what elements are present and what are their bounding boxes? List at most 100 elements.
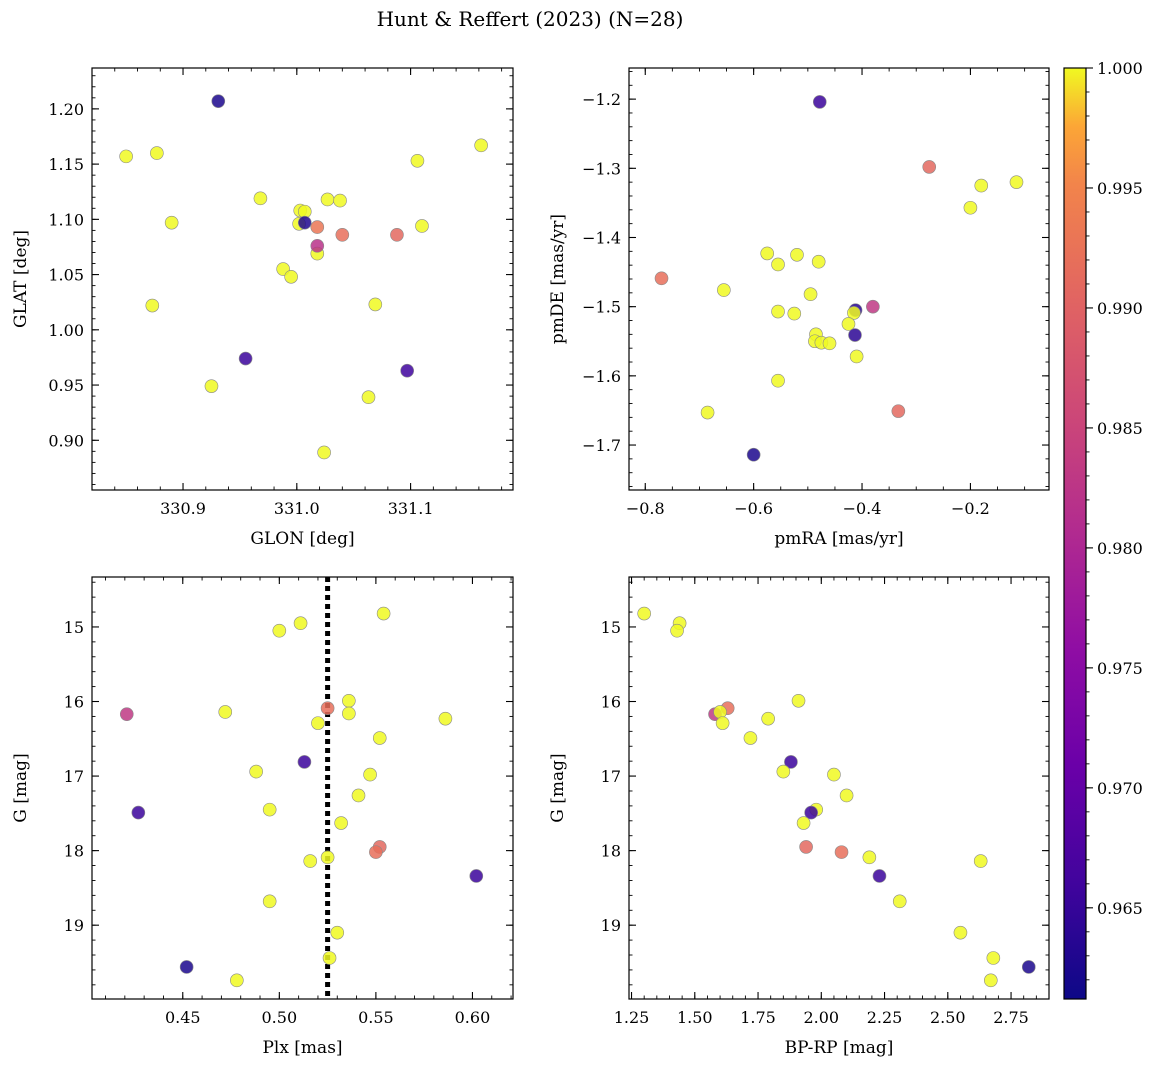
data-point (438, 711, 453, 726)
x-tick-label: −0.2 (951, 499, 990, 518)
x-tick-label: 331.0 (274, 499, 320, 518)
data-point (1009, 175, 1024, 189)
data-point (272, 623, 287, 638)
x-tick-label: 1.50 (677, 1008, 713, 1027)
data-point (410, 153, 425, 168)
data-point (204, 379, 219, 393)
x-tick-label: 2.25 (867, 1008, 903, 1027)
data-point (320, 701, 335, 716)
data-point (827, 767, 841, 782)
colorbar-tick-label: 0.965 (1097, 899, 1143, 918)
data-point (771, 257, 785, 272)
data-point (743, 731, 758, 745)
colorbar-tick-label: 1.000 (1097, 59, 1143, 78)
data-point (866, 299, 880, 314)
data-point (330, 925, 345, 940)
data-point (334, 816, 348, 830)
data-point (670, 623, 684, 638)
data-point (253, 191, 268, 206)
colorbar-frame (1063, 67, 1087, 1000)
data-point (262, 894, 277, 909)
data-point (974, 178, 989, 193)
data-point (804, 805, 818, 820)
data-point (791, 693, 806, 708)
data-point (342, 693, 356, 708)
y-axis-label: GLAT [deg] (11, 230, 31, 328)
x-axis-label: GLON [deg] (250, 529, 354, 549)
data-point (872, 869, 887, 883)
figure-title: Hunt & Reffert (2023) (N=28) (377, 7, 684, 31)
panel-cmd: 1.25 1.50 1.75 2.00 2.25 2.50 2.75 15 16 17 18 19 BP… (548, 576, 1050, 1058)
data-point (799, 840, 813, 854)
x-tick-label: 0.45 (165, 1008, 201, 1027)
y-tick-label: 0.90 (48, 431, 84, 450)
y-tick-label: 1.05 (48, 266, 84, 285)
x-tick-label: 2.75 (993, 1008, 1029, 1027)
panel-proper-motion: −0.8 −0.6 −0.4 −0.2 −1.7 −1.6 −1.5 −1.4 −1.3 −1.2… (548, 67, 1050, 549)
data-point (372, 731, 387, 745)
data-point (119, 707, 134, 721)
data-point (848, 328, 862, 342)
data-point (803, 287, 818, 302)
data-point (891, 404, 906, 418)
data-point (715, 716, 730, 730)
data-point (322, 951, 337, 965)
data-point (150, 146, 164, 160)
y-tick-label: −1.3 (582, 159, 621, 178)
data-point (361, 390, 376, 405)
y-tick-label: 0.95 (48, 376, 84, 395)
x-axis-label: BP-RP [mag] (785, 1038, 894, 1058)
y-tick-label: 1.15 (48, 155, 84, 174)
colorbar-tick-label: 0.985 (1097, 419, 1143, 438)
data-point (218, 705, 233, 719)
y-tick-label: 1.20 (48, 100, 84, 119)
x-tick-label: 1.25 (614, 1008, 650, 1027)
data-point (784, 755, 798, 769)
data-point (717, 283, 731, 297)
data-point (303, 854, 318, 868)
y-tick-label: 1.10 (48, 210, 84, 229)
y-tick-label: −1.6 (582, 367, 621, 386)
x-tick-label: −0.8 (626, 499, 665, 518)
data-point (297, 215, 312, 230)
data-point (637, 606, 651, 621)
data-point (284, 269, 298, 284)
y-tick-label: 18 (64, 842, 84, 861)
data-point (474, 138, 488, 153)
data-point (311, 716, 325, 730)
y-axis-label: pmDE [mas/yr] (548, 214, 568, 344)
data-point (700, 405, 715, 420)
data-point (771, 304, 785, 319)
data-point (761, 711, 775, 726)
data-point (145, 298, 160, 313)
x-tick-label: 330.9 (160, 499, 206, 518)
data-point (746, 447, 761, 462)
data-point (164, 215, 179, 230)
data-point (953, 925, 968, 940)
data-point (1021, 960, 1036, 974)
data-point (862, 850, 877, 865)
panel-plx-mag: 0.45 0.50 0.55 0.60 15 16 17 18 19 Plx [mas] G [ma… (11, 576, 514, 1058)
data-point (179, 960, 194, 974)
data-point (368, 297, 383, 312)
data-point (790, 247, 804, 262)
x-tick-label: 0.55 (358, 1008, 394, 1027)
y-tick-label: 1.00 (48, 321, 84, 340)
x-tick-label: 331.1 (388, 499, 434, 518)
colorbar-tick-label: 0.995 (1097, 179, 1143, 198)
data-point (335, 228, 350, 242)
data-point (400, 363, 414, 378)
colorbar-tick-label: 0.970 (1097, 779, 1143, 798)
data-point (892, 894, 907, 909)
colorbar-tick-label: 0.980 (1097, 539, 1143, 558)
data-point (310, 239, 325, 253)
data-point (771, 373, 785, 388)
data-point (834, 845, 849, 859)
colorbar-tick-label: 0.990 (1097, 299, 1143, 318)
data-point (333, 193, 347, 208)
y-tick-label: −1.4 (582, 228, 621, 247)
y-tick-label: 16 (601, 693, 621, 712)
y-axis-label: G [mag] (548, 753, 568, 822)
data-point (963, 200, 978, 215)
data-point (415, 219, 429, 233)
